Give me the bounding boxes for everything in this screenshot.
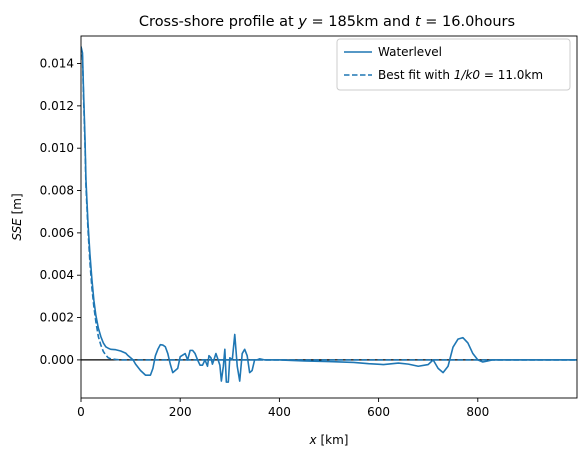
x-axis-label: x [km] <box>309 433 349 447</box>
axes-frame <box>80 35 578 399</box>
legend-best-fit-pre: Best fit with <box>378 68 454 82</box>
legend-label-waterlevel: Waterlevel <box>378 45 442 59</box>
x-tick-label: 0 <box>77 405 85 419</box>
y-tick-label: 0.008 <box>40 184 74 198</box>
title-mid2: = 16.0hours <box>421 14 515 30</box>
x-axis: 0 200 400 600 800 <box>77 398 489 419</box>
series-line-waterlevel <box>81 46 577 383</box>
y-tick-label: 0.012 <box>40 99 74 113</box>
x-tick-label: 600 <box>367 405 390 419</box>
y-axis-label-var: SSE <box>10 218 24 241</box>
y-axis-label-unit: [m] <box>10 193 24 218</box>
plot-area <box>81 46 577 383</box>
legend-best-fit-expr: 1/k0 <box>454 68 481 82</box>
y-tick-label: 0.006 <box>40 226 74 240</box>
legend: Waterlevel Best fit with 1/k0 = 11.0km <box>336 38 571 91</box>
series-layer <box>81 46 577 383</box>
legend-box <box>336 38 571 91</box>
title-var1: y <box>297 14 307 30</box>
series-line-best-fit <box>81 46 577 361</box>
x-axis-label-var: x <box>309 433 318 447</box>
legend-best-fit-post: = 11.0km <box>480 68 543 82</box>
y-axis: 0.000 0.002 0.004 0.006 0.008 0.010 0.012 0.014 <box>40 57 81 367</box>
x-tick-label: 800 <box>466 405 489 419</box>
title-pre: Cross-shore profile at <box>139 14 298 30</box>
chart-title: Cross-shore profile at y = 185km and t =… <box>139 14 515 30</box>
y-tick-label: 0.000 <box>40 353 74 367</box>
y-tick-label: 0.004 <box>40 268 74 282</box>
legend-label-best-fit: Best fit with 1/k0 = 11.0km <box>378 68 543 82</box>
x-axis-label-unit: [km] <box>317 433 349 447</box>
x-tick-label: 400 <box>268 405 291 419</box>
title-mid1: = 185km and <box>307 14 415 30</box>
y-tick-label: 0.002 <box>40 311 74 325</box>
y-tick-label: 0.014 <box>40 57 74 71</box>
y-tick-label: 0.010 <box>40 141 74 155</box>
title-var2: t <box>415 14 422 30</box>
x-tick-label: 200 <box>169 405 192 419</box>
y-axis-label: SSE [m] <box>10 193 24 240</box>
